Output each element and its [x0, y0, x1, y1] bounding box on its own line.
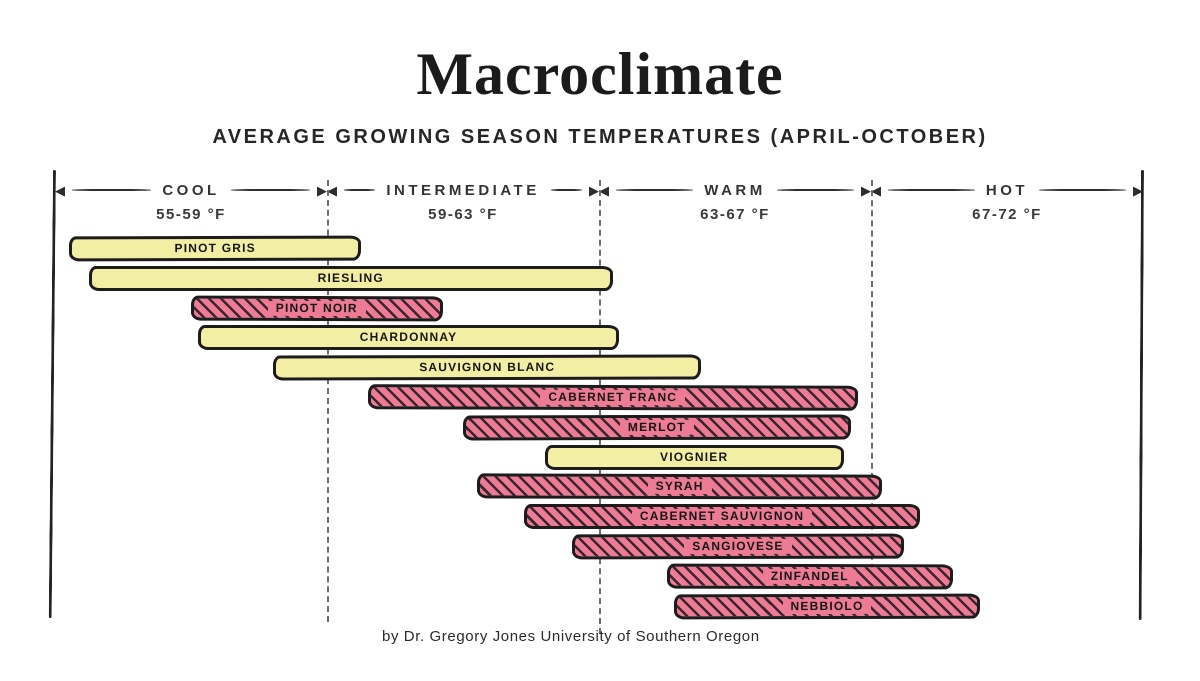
- zone-range-label: 63-67 °F: [700, 206, 770, 223]
- zone-label: INTERMEDIATE: [386, 181, 540, 199]
- bar-sangiovese: SANGIOVESE: [571, 533, 904, 560]
- bar-pinot-gris: PINOT GRIS: [68, 235, 362, 262]
- zone-label: COOL: [162, 181, 220, 199]
- variety-bar-label: ZINFANDEL: [762, 568, 857, 585]
- zone-warm: ◀ WARM ▶ 63-67 °F: [599, 181, 871, 224]
- credit-text: by Dr. Gregory Jones University of South…: [382, 628, 760, 645]
- zone-line-segment: [230, 189, 310, 191]
- zone-line-segment: [1039, 189, 1127, 191]
- axis-left-border-line: [48, 169, 56, 618]
- bar-nebbiolo: NEBBIOLO: [673, 593, 980, 620]
- zone-hot: ◀ HOT ▶ 67-72 °F: [871, 181, 1143, 224]
- zone-boundary-line-3: [871, 180, 873, 580]
- zone-line-segment: [616, 189, 694, 191]
- zone-arrow-line: ◀ INTERMEDIATE ▶: [327, 181, 599, 199]
- zone-range-label: 67-72 °F: [972, 206, 1042, 223]
- bar-merlot: MERLOT: [462, 414, 851, 441]
- bar-viognier: VIOGNIER: [544, 445, 844, 470]
- variety-bar-label: CABERNET SAUVIGNON: [631, 509, 813, 524]
- arrow-right-icon: ▶: [861, 182, 871, 198]
- chart-subtitle: AVERAGE GROWING SEASON TEMPERATURES (APR…: [212, 126, 988, 148]
- zone-line-segment: [344, 189, 376, 191]
- variety-bar-label: SAUVIGNON BLANC: [418, 359, 555, 375]
- variety-bar-label: PINOT GRIS: [174, 240, 256, 256]
- zone-arrow-line: ◀ HOT ▶: [871, 181, 1143, 199]
- arrow-right-icon: ▶: [589, 182, 600, 198]
- zone-label: HOT: [985, 181, 1029, 199]
- arrow-right-icon: ▶: [1133, 182, 1144, 198]
- bar-sauvignon-blanc: SAUVIGNON BLANC: [272, 354, 702, 381]
- variety-bar-label: MERLOT: [619, 419, 694, 436]
- variety-bar-label: NEBBIOLO: [782, 598, 872, 615]
- zone-line-segment: [776, 189, 854, 191]
- arrow-right-icon: ▶: [317, 182, 327, 198]
- zone-line-segment: [550, 189, 583, 191]
- bar-pinot-noir: PINOT NOIR: [190, 295, 443, 322]
- arrow-left-icon: ◀: [327, 182, 337, 198]
- variety-bar-label: PINOT NOIR: [267, 300, 366, 317]
- zone-range-label: 55-59 °F: [156, 206, 226, 223]
- bar-zinfandel: ZINFANDEL: [666, 563, 953, 590]
- variety-bar-label: CABERNET FRANC: [540, 389, 686, 406]
- arrow-left-icon: ◀: [871, 182, 881, 198]
- bar-cabernet-franc: CABERNET FRANC: [367, 384, 858, 411]
- bar-riesling: RIESLING: [89, 266, 613, 291]
- variety-bar-label: SANGIOVESE: [684, 538, 792, 555]
- bar-chardonnay: CHARDONNAY: [197, 325, 620, 350]
- zone-cool: ◀ COOL ▶ 55-59 °F: [55, 181, 327, 224]
- zone-range-label: 59-63 °F: [428, 206, 498, 223]
- bar-syrah: SYRAH: [476, 473, 882, 500]
- zone-line-segment: [72, 189, 152, 191]
- zone-arrow-line: ◀ WARM ▶: [599, 181, 871, 199]
- axis-right-border-line: [1138, 169, 1144, 621]
- arrow-left-icon: ◀: [55, 182, 65, 198]
- zone-arrow-line: ◀ COOL ▶: [55, 181, 327, 199]
- zone-label: WARM: [704, 181, 766, 199]
- bar-cabernet-sauvignon: CABERNET SAUVIGNON: [524, 504, 920, 529]
- variety-bar-label: SYRAH: [647, 478, 712, 495]
- variety-bar-label: RIESLING: [317, 271, 384, 285]
- page-title: Macroclimate: [416, 41, 784, 107]
- zone-intermediate: ◀ INTERMEDIATE ▶ 59-63 °F: [327, 181, 599, 224]
- zone-line-segment: [888, 189, 975, 191]
- variety-bar-label: VIOGNIER: [660, 450, 729, 464]
- arrow-left-icon: ◀: [599, 182, 609, 198]
- zone-boundary-line-1: [327, 180, 329, 622]
- variety-bar-label: CHARDONNAY: [359, 330, 458, 344]
